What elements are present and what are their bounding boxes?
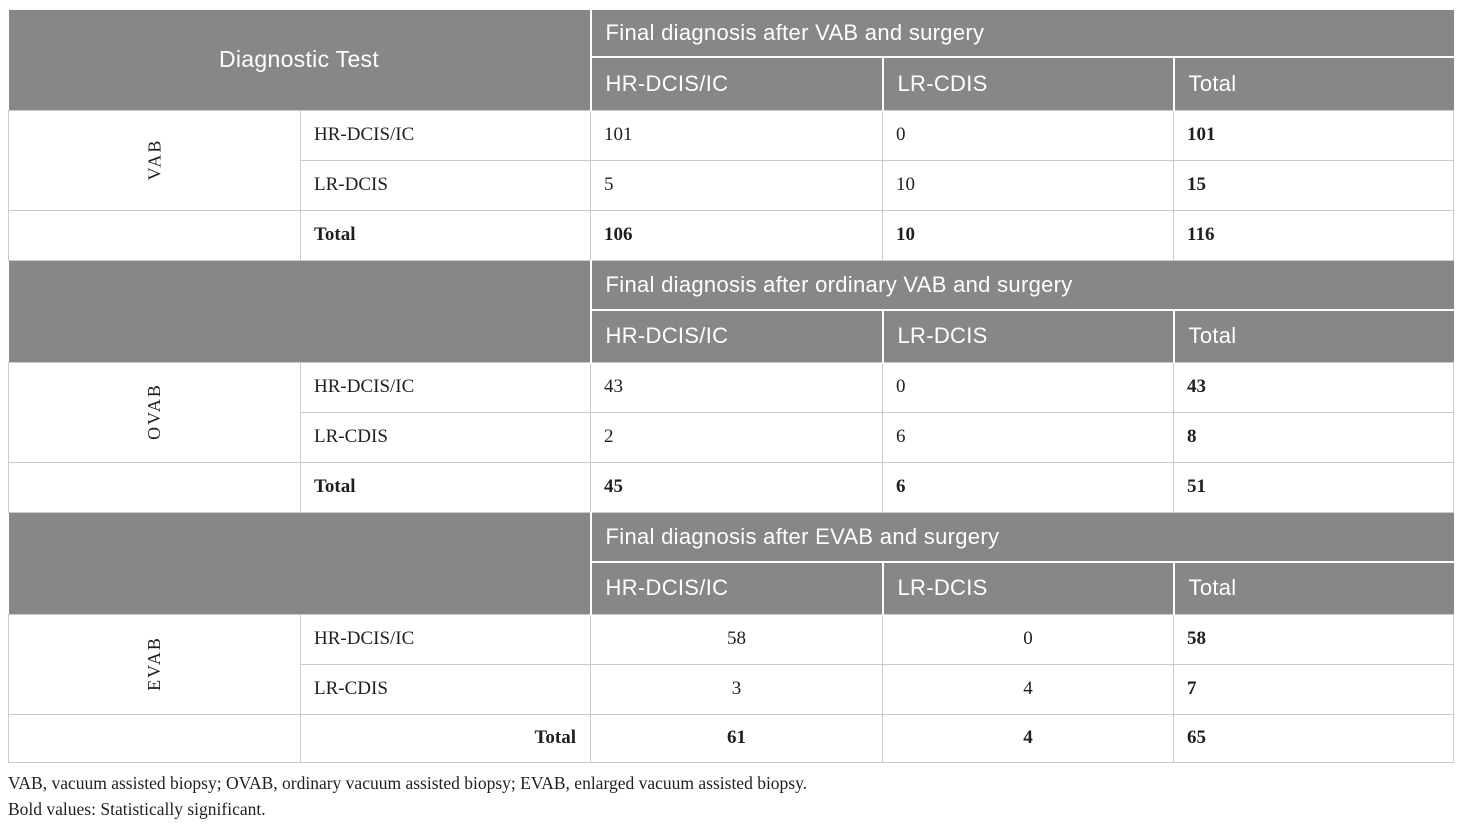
total-value-cell: 7: [1173, 663, 1455, 715]
footnote-bold-note: Bold values: Statistically significant.: [8, 798, 266, 819]
value-cell: 101: [590, 109, 884, 161]
section1-data-row-2: LR-DCIS 5 10 15: [9, 159, 1455, 211]
section1-col-header-row: HR-DCIS/IC LR-CDIS Total: [9, 56, 1454, 110]
section3-total-row: Total 61 4 65: [8, 713, 1455, 763]
value-cell: 0: [882, 613, 1175, 665]
section2-band-title: Final diagnosis after ordinary VAB and s…: [589, 260, 1454, 310]
value-cell: 0: [882, 109, 1175, 161]
value-cell: 3: [590, 663, 884, 715]
section1-col-header-lr-cdis: LR-CDIS: [881, 56, 1174, 110]
section1-band-row: Diagnostic Test Final diagnosis after VA…: [8, 10, 1454, 110]
total-value-cell: 4: [882, 713, 1175, 763]
value-cell: 43: [590, 361, 884, 413]
section1-col-header-hr-dcis-ic: HR-DCIS/IC: [589, 56, 883, 110]
diagnostic-test-table: Diagnostic Test Final diagnosis after VA…: [8, 10, 1455, 822]
ovab-rotated-label: OVAB: [144, 383, 164, 440]
row-label: LR-DCIS: [299, 159, 592, 211]
total-value-cell: 43: [1173, 361, 1455, 413]
value-cell: 2: [590, 411, 884, 463]
footnote-abbreviations: VAB, vacuum assisted biopsy; OVAB, ordin…: [8, 772, 808, 793]
section3-col-header-total: Total: [1172, 561, 1454, 614]
row-label: HR-DCIS/IC: [299, 361, 592, 413]
section1-total-row: Total 106 10 116: [8, 209, 1455, 261]
section2-col-header-total: Total: [1172, 309, 1454, 362]
total-value-cell: 15: [1173, 159, 1455, 211]
total-value-cell: 116: [1173, 209, 1455, 261]
section1-test-label-cell: VAB: [8, 109, 301, 211]
total-row-label: Total: [299, 713, 592, 763]
value-cell: 58: [590, 613, 884, 665]
value-cell: 6: [882, 411, 1175, 463]
cross-tab-table: Diagnostic Test Final diagnosis after VA…: [8, 10, 1455, 763]
section2-col-header-row: HR-DCIS/IC LR-DCIS Total: [9, 309, 1454, 362]
diagnostic-test-header: Diagnostic Test: [8, 10, 591, 110]
empty-cell: [8, 461, 301, 513]
section3-band-row: Final diagnosis after EVAB and surgery: [8, 512, 1454, 614]
total-row-label: Total: [299, 209, 592, 261]
section3-data-row-1: EVAB HR-DCIS/IC 58 0 58: [8, 613, 1455, 715]
evab-rotated-label: EVAB: [144, 636, 164, 691]
section2-data-row-2: LR-CDIS 2 6 8: [9, 411, 1455, 463]
section3-band-title: Final diagnosis after EVAB and surgery: [589, 512, 1454, 562]
total-value-cell: 58: [1173, 613, 1455, 665]
total-value-cell: 8: [1173, 411, 1455, 463]
section2-col-header-lr-dcis: LR-DCIS: [881, 309, 1174, 362]
total-value-cell: 65: [1173, 713, 1455, 763]
total-value-cell: 61: [590, 713, 884, 763]
value-cell: 4: [882, 663, 1175, 715]
total-value-cell: 51: [1173, 461, 1455, 513]
section3-col-header-lr-dcis: LR-DCIS: [881, 561, 1174, 614]
value-cell: 0: [882, 361, 1175, 413]
total-row-label: Total: [299, 461, 592, 513]
value-cell: 10: [882, 159, 1175, 211]
section2-band-row: Final diagnosis after ordinary VAB and s…: [8, 260, 1454, 362]
row-label: HR-DCIS/IC: [299, 109, 592, 161]
section3-col-header-row: HR-DCIS/IC LR-DCIS Total: [9, 561, 1454, 614]
section3-test-label-cell: EVAB: [8, 613, 301, 715]
empty-cell: [8, 713, 301, 763]
row-label: LR-CDIS: [299, 411, 592, 463]
table-footnotes: VAB, vacuum assisted biopsy; OVAB, ordin…: [8, 770, 1453, 822]
value-cell: 5: [590, 159, 884, 211]
empty-cell: [8, 209, 301, 261]
section2-data-row-1: OVAB HR-DCIS/IC 43 0 43: [8, 361, 1455, 463]
section1-data-row-1: VAB HR-DCIS/IC 101 0 101: [8, 109, 1455, 211]
section3-corner-cell: [8, 512, 591, 614]
total-value-cell: 101: [1173, 109, 1455, 161]
section2-corner-cell: [8, 260, 591, 362]
section3-data-row-2: LR-CDIS 3 4 7: [9, 663, 1455, 715]
total-value-cell: 10: [882, 209, 1175, 261]
total-value-cell: 6: [882, 461, 1175, 513]
section1-col-header-total: Total: [1172, 56, 1454, 110]
total-value-cell: 45: [590, 461, 884, 513]
section2-test-label-cell: OVAB: [8, 361, 301, 463]
row-label: LR-CDIS: [299, 663, 592, 715]
section2-total-row: Total 45 6 51: [8, 461, 1455, 513]
section1-band-title: Final diagnosis after VAB and surgery: [589, 10, 1454, 57]
total-value-cell: 106: [590, 209, 884, 261]
row-label: HR-DCIS/IC: [299, 613, 592, 665]
section3-col-header-hr-dcis-ic: HR-DCIS/IC: [589, 561, 883, 614]
section2-col-header-hr-dcis-ic: HR-DCIS/IC: [589, 309, 883, 362]
vab-rotated-label: VAB: [144, 138, 164, 181]
